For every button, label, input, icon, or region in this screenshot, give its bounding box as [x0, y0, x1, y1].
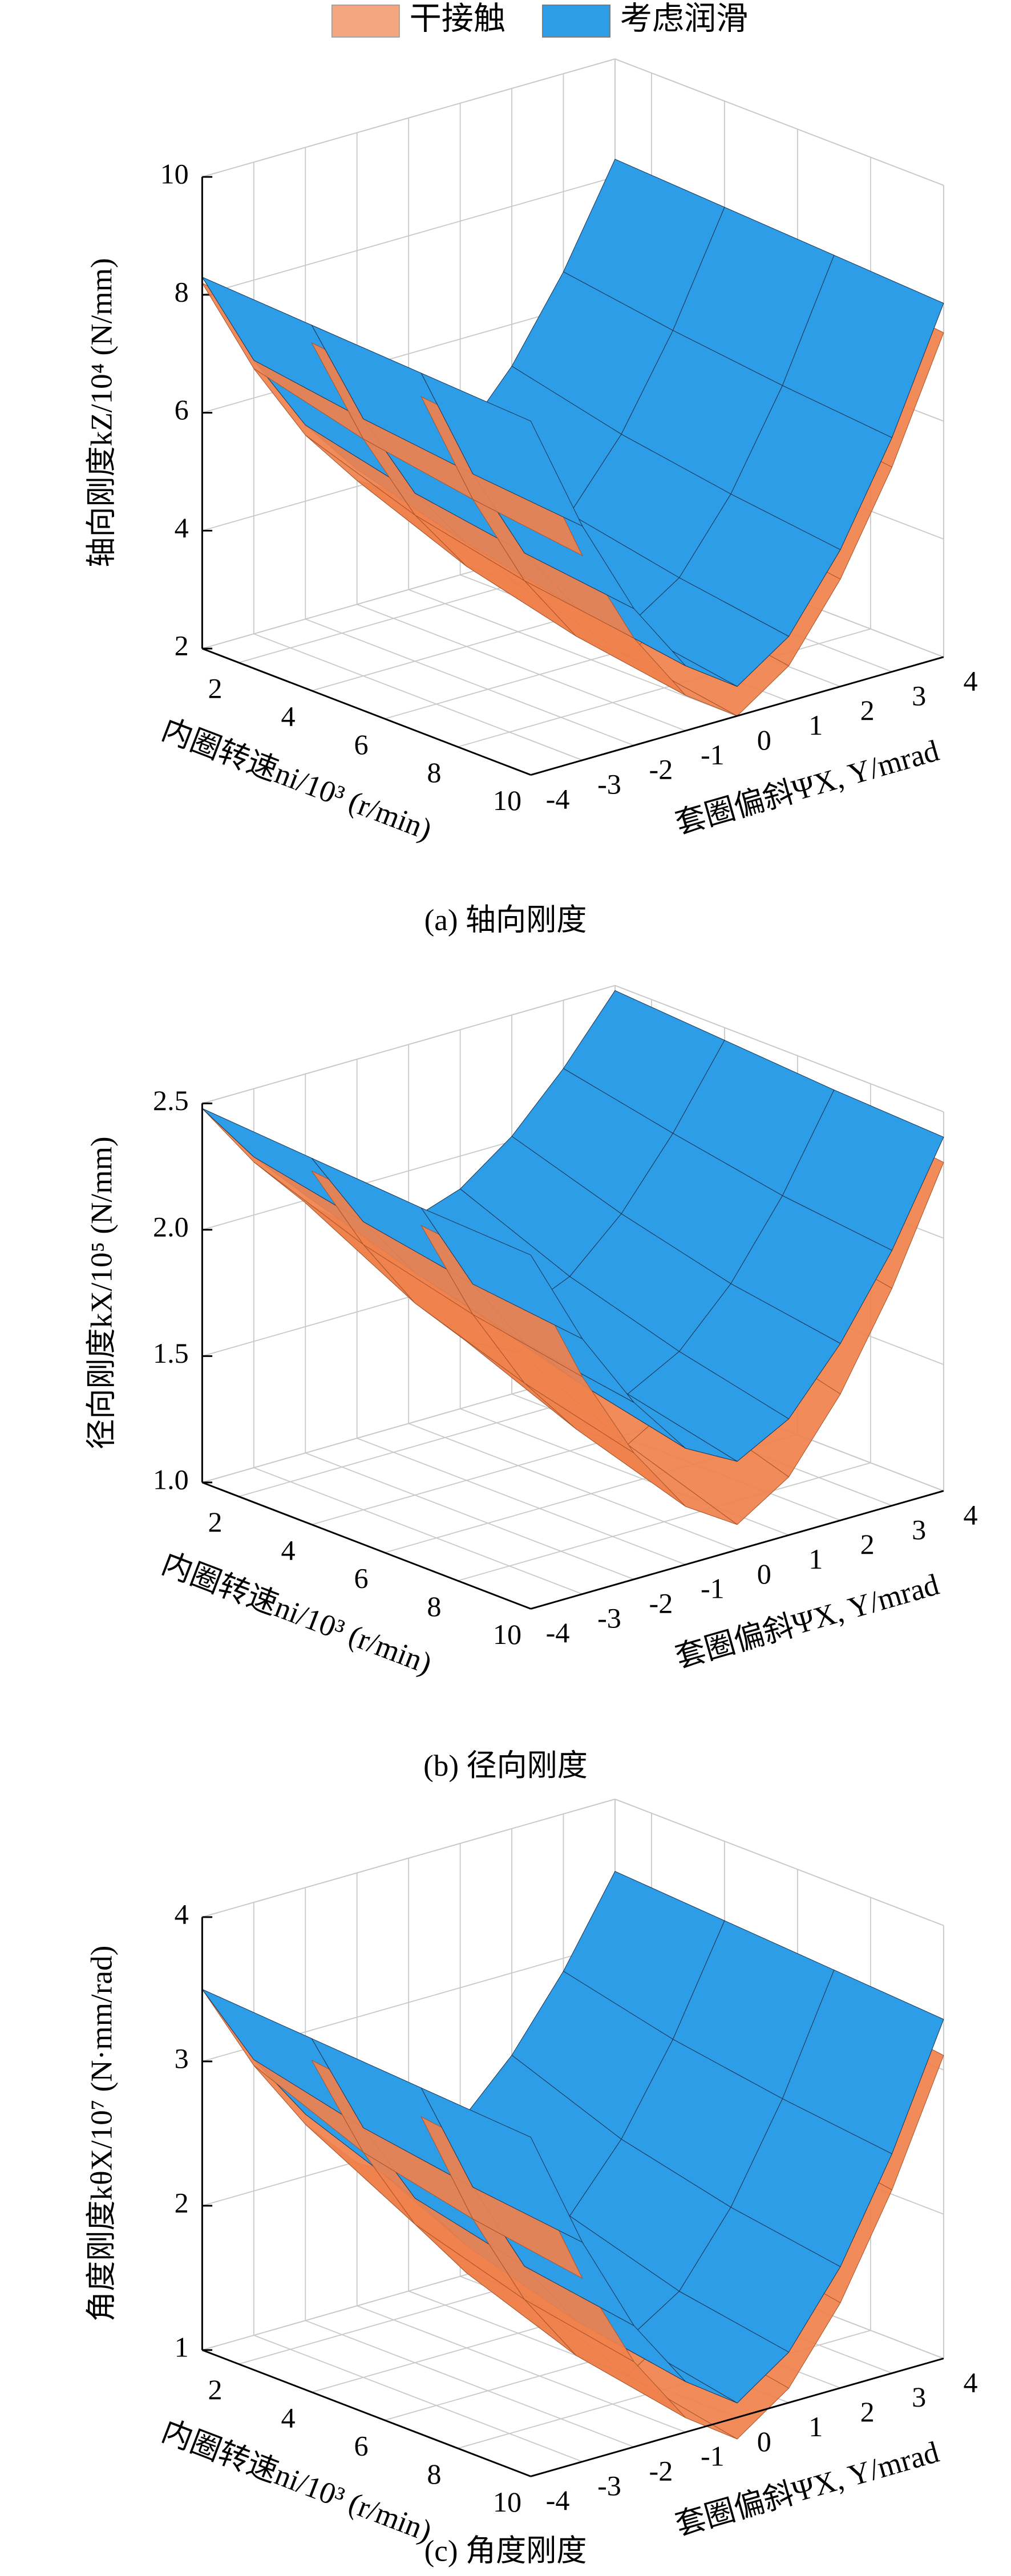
- x-tick-label: 8: [427, 756, 441, 788]
- y-axis: [530, 2358, 944, 2477]
- z-tick-label: 2.5: [153, 1084, 189, 1116]
- y-tick-label: 4: [964, 1498, 978, 1530]
- x-axis: [201, 647, 531, 776]
- legend-label: 考虑润滑: [620, 1, 748, 37]
- z-tick-label: 2: [175, 2186, 189, 2218]
- caption: (c) 角度刚度: [424, 2534, 587, 2567]
- z-tick-label: 1: [175, 2331, 189, 2363]
- y-axis: [530, 656, 944, 776]
- y-tick-label: 0: [757, 2425, 771, 2457]
- y-tick-label: 1: [808, 709, 823, 741]
- grid-line: [253, 2335, 583, 2462]
- y-tick-label: 1: [808, 1543, 823, 1575]
- caption: (b) 径向刚度: [423, 1749, 588, 1783]
- x-tick-label: 4: [281, 700, 295, 732]
- y-tick-label: 3: [912, 1513, 926, 1545]
- z-tick-label: 6: [175, 394, 189, 426]
- surface-patch: [420, 372, 583, 527]
- y-tick-label: -4: [546, 783, 570, 815]
- x-tick-label: 6: [354, 1562, 368, 1594]
- y-tick-label: 0: [757, 724, 771, 756]
- grid-line: [614, 985, 944, 1113]
- z-tick-label: 3: [175, 2042, 189, 2074]
- legend-swatch: [331, 4, 400, 38]
- x-axis-label: 内圈转速ni/10³ (r/min): [157, 2415, 436, 2548]
- z-tick-label: 10: [160, 158, 189, 190]
- x-tick-label: 2: [208, 672, 222, 704]
- z-tick-label: 4: [175, 512, 189, 544]
- y-tick-label: 2: [860, 1528, 875, 1560]
- grid-line: [305, 2320, 634, 2448]
- x-axis-label: 内圈转速ni/10³ (r/min): [157, 1547, 436, 1680]
- z-axis-label: 轴向刚度kZ/10⁴ (N/mm): [85, 258, 118, 568]
- x-tick-label: 4: [281, 1534, 295, 1566]
- x-tick-label: 10: [493, 2486, 521, 2518]
- y-tick-label: 2: [860, 694, 875, 726]
- y-tick-label: 1: [808, 2411, 823, 2443]
- grid-line: [305, 618, 634, 746]
- y-tick-label: -4: [546, 2484, 570, 2516]
- grid-line: [305, 1452, 634, 1580]
- grid-line: [408, 1423, 738, 1550]
- x-tick-label: 6: [354, 2430, 368, 2462]
- x-tick-label: 10: [493, 1618, 521, 1650]
- x-tick-label: 10: [493, 784, 521, 816]
- y-tick-label: -4: [546, 1617, 570, 1649]
- y-tick-label: -3: [597, 2469, 621, 2501]
- y-tick-label: 4: [964, 2366, 978, 2398]
- surface-patch: [420, 1207, 584, 1340]
- grid-line: [253, 633, 583, 761]
- x-tick-label: 8: [427, 2458, 441, 2490]
- y-tick-label: -1: [701, 739, 725, 771]
- surface-patch: [420, 2087, 583, 2243]
- z-tick-label: 4: [175, 1898, 189, 1930]
- x-tick-label: 4: [281, 2401, 295, 2433]
- grid-line: [614, 58, 944, 186]
- y-tick-label: -3: [597, 768, 621, 800]
- x-tick-label: 2: [208, 1506, 222, 1538]
- z-tick-label: 8: [175, 276, 189, 307]
- y-tick-label: 0: [757, 1558, 771, 1590]
- y-tick-label: -2: [649, 2455, 673, 2486]
- y-tick-label: 4: [964, 665, 978, 697]
- grid-line: [253, 1467, 583, 1595]
- z-tick-label: 1.5: [153, 1337, 189, 1369]
- z-tick-label: 2.0: [153, 1210, 189, 1242]
- x-axis: [201, 2349, 531, 2477]
- y-tick-label: -1: [701, 1573, 725, 1605]
- y-tick-label: 3: [912, 679, 926, 711]
- caption: (a) 轴向刚度: [424, 904, 587, 937]
- legend-label: 干接触: [410, 1, 506, 37]
- x-tick-label: 6: [354, 728, 368, 760]
- y-tick-label: -2: [649, 1587, 673, 1619]
- grid-line: [357, 604, 686, 731]
- y-tick-label: -2: [649, 754, 673, 785]
- y-tick-label: -1: [701, 2440, 725, 2472]
- y-axis: [530, 1490, 944, 1610]
- grid-line: [614, 1799, 944, 1926]
- x-axis-label: 内圈转速ni/10³ (r/min): [157, 713, 436, 846]
- grid-line: [357, 1437, 686, 1565]
- grid-line: [357, 2305, 686, 2433]
- x-tick-label: 8: [427, 1590, 441, 1622]
- y-tick-label: 3: [912, 2381, 926, 2413]
- z-axis-label: 角度刚度kθX/10⁷ (N·mm/rad): [85, 1946, 118, 2322]
- grid-line: [408, 589, 738, 716]
- x-tick-label: 2: [208, 2374, 222, 2405]
- z-tick-label: 1.0: [153, 1463, 189, 1495]
- legend-swatch: [542, 4, 610, 38]
- z-axis-label: 径向刚度kX/10⁵ (N/mm): [85, 1136, 118, 1449]
- x-axis: [201, 1481, 531, 1610]
- y-tick-label: 2: [860, 2396, 875, 2428]
- z-tick-label: 2: [175, 630, 189, 662]
- y-tick-label: -3: [597, 1602, 621, 1634]
